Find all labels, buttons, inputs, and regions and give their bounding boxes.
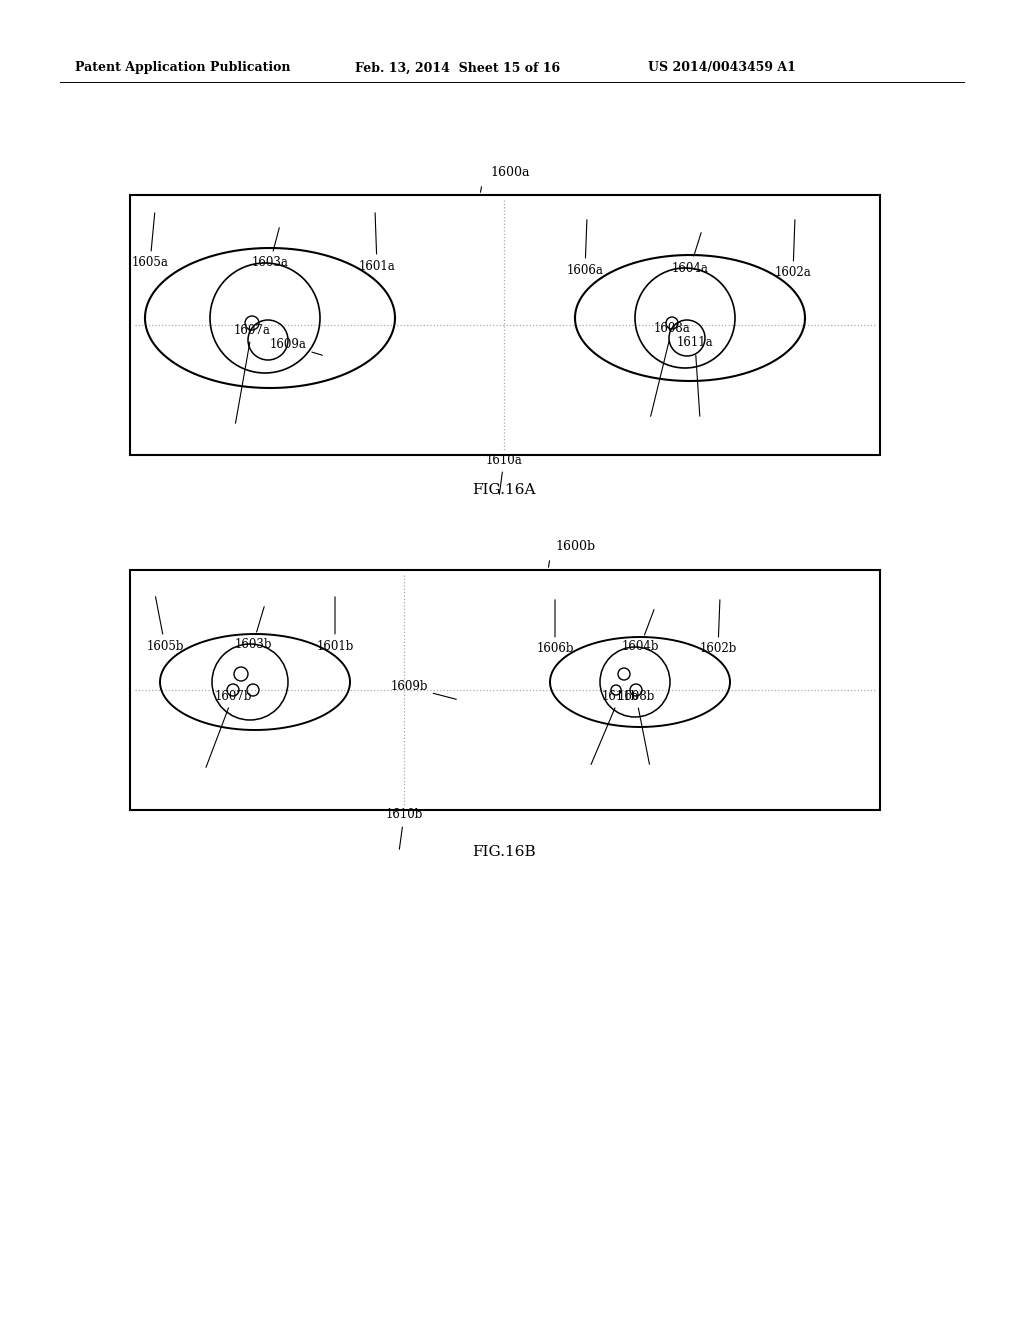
Text: Patent Application Publication: Patent Application Publication [75,62,291,74]
Text: 1605a: 1605a [131,213,168,269]
Text: 1607a: 1607a [233,323,270,424]
Bar [130,570,880,810]
Text: 1605b: 1605b [146,597,183,652]
Text: 1608b: 1608b [617,689,654,764]
Text: 1600a: 1600a [490,165,529,178]
Text: 1609b: 1609b [390,681,457,700]
Text: 1603b: 1603b [234,607,271,651]
Text: 1604a: 1604a [672,232,709,275]
Text: 1604b: 1604b [622,610,658,653]
Text: FIG.16A: FIG.16A [472,483,536,498]
Bar [130,195,880,455]
Text: 1602a: 1602a [774,219,811,280]
Text: 1601b: 1601b [316,597,353,652]
Text: 1610a: 1610a [485,454,522,494]
Text: 1611b: 1611b [591,689,639,764]
Text: 1609a: 1609a [269,338,323,355]
Text: 1607b: 1607b [206,689,252,767]
Text: 1603a: 1603a [252,227,289,269]
Text: FIG.16B: FIG.16B [472,845,536,859]
Text: Feb. 13, 2014  Sheet 15 of 16: Feb. 13, 2014 Sheet 15 of 16 [355,62,560,74]
Text: 1606a: 1606a [566,219,603,276]
Text: 1602b: 1602b [699,599,736,656]
Text: US 2014/0043459 A1: US 2014/0043459 A1 [648,62,796,74]
Text: 1606b: 1606b [537,599,573,656]
Text: 1600b: 1600b [555,540,595,553]
Text: 1601a: 1601a [358,213,395,272]
Text: 1610b: 1610b [385,808,423,849]
Text: 1608a: 1608a [650,322,690,416]
Text: 1611a: 1611a [677,337,714,416]
